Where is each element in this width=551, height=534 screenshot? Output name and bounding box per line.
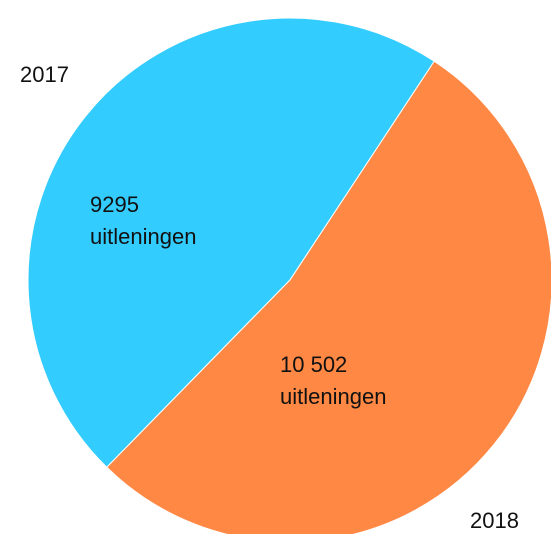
value-label: 9295 uitleningen <box>90 192 196 249</box>
category-label: 2017 <box>20 62 69 87</box>
value-label: 10 502 uitleningen <box>280 352 386 409</box>
pie-slice <box>27 17 435 468</box>
category-label: 2018 <box>470 508 519 533</box>
pie-slice <box>106 60 551 534</box>
